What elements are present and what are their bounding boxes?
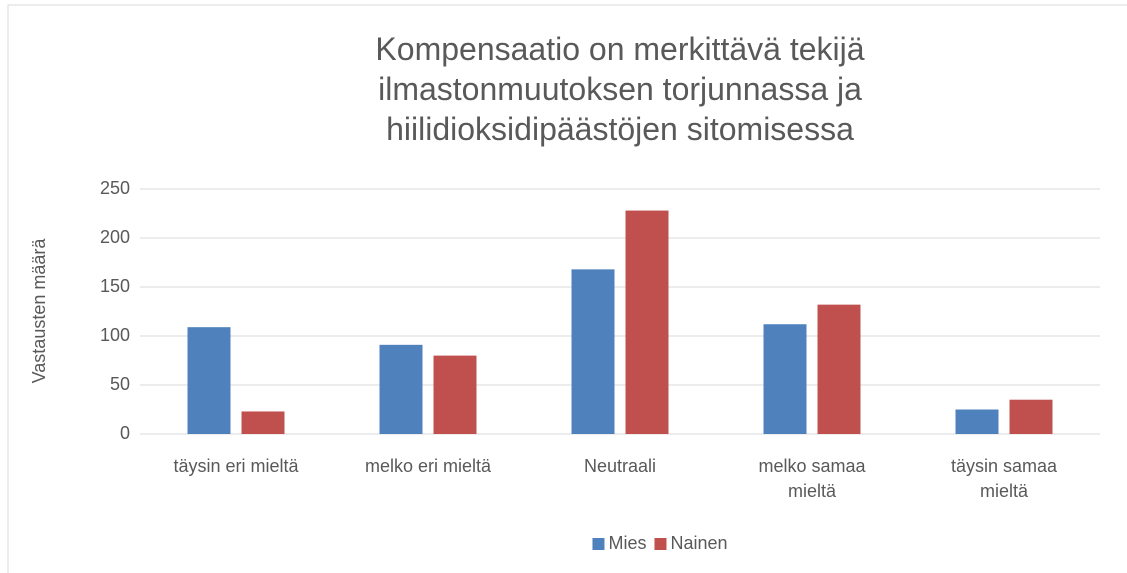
bar — [433, 355, 477, 434]
bar — [241, 411, 285, 434]
bar — [379, 344, 423, 434]
legend-swatch — [654, 538, 667, 550]
bar — [571, 269, 615, 434]
legend-label: Mies — [608, 533, 646, 553]
y-tick-label: 50 — [110, 374, 130, 394]
bar — [763, 324, 807, 434]
x-tick-label: Neutraali — [584, 456, 656, 476]
y-axis-label: Vastausten määrä — [29, 238, 49, 384]
x-tick-label: melko eri mieltä — [365, 456, 492, 476]
bar — [1009, 399, 1053, 434]
bar — [187, 327, 231, 434]
legend-swatch — [592, 538, 605, 550]
x-tick-label: melko samaa mieltä — [758, 456, 866, 501]
y-tick-label: 200 — [100, 227, 130, 247]
bar — [625, 210, 669, 434]
y-tick-label: 150 — [100, 276, 130, 296]
y-tick-label: 250 — [100, 178, 130, 198]
y-tick-label: 100 — [100, 325, 130, 345]
x-tick-label: täysin samaa mieltä — [951, 456, 1058, 501]
y-tick-label: 0 — [120, 423, 130, 443]
legend-label: Nainen — [670, 533, 727, 553]
x-tick-label: täysin eri mieltä — [173, 456, 299, 476]
bar — [955, 409, 999, 434]
bar — [817, 304, 861, 434]
chart-border — [7, 4, 1127, 573]
chart-title: Kompensaatio on merkittävä tekijä ilmasto… — [375, 31, 864, 147]
